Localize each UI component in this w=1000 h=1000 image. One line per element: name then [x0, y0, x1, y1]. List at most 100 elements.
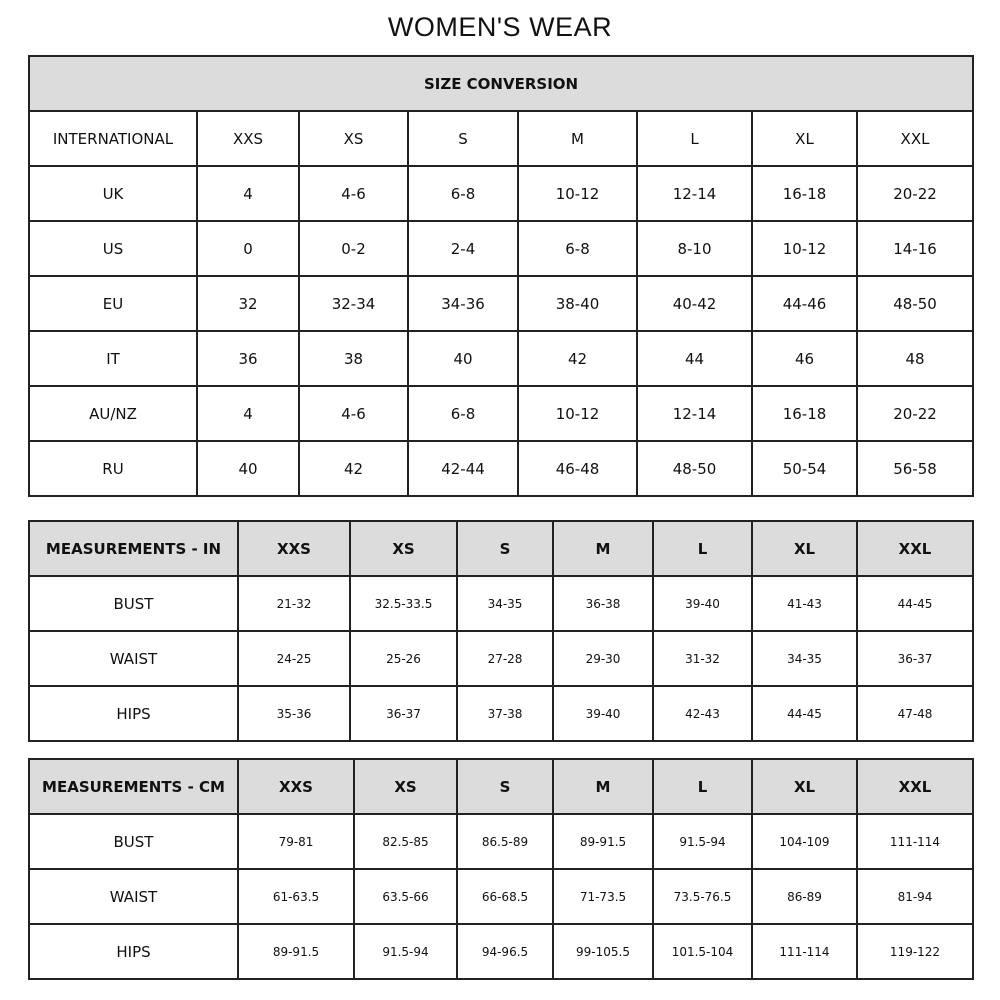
table-cell: 40	[196, 440, 300, 497]
table-cell: 71-73.5	[552, 868, 654, 925]
table-cell: 6-8	[517, 220, 638, 277]
table-cell: 50-54	[751, 440, 858, 497]
column-header: XS	[298, 110, 409, 167]
table-cell: 82.5-85	[353, 813, 458, 870]
column-header: XXL	[855, 110, 975, 167]
table-cell: 39-40	[552, 685, 654, 742]
table-cell: 37-38	[456, 685, 554, 742]
table-cell: 47-48	[856, 685, 974, 742]
column-header: XL	[751, 758, 858, 815]
table-cell: 32	[196, 275, 300, 332]
row-label: WAIST	[28, 868, 239, 925]
table-cell: 34-35	[456, 575, 554, 632]
table-cell: 27-28	[456, 630, 554, 687]
table-cell: 29-30	[552, 630, 654, 687]
column-header: XXS	[237, 520, 351, 577]
table-cell: 12-14	[636, 385, 753, 442]
table-cell: 44-45	[751, 685, 858, 742]
table-cell: 101.5-104	[652, 923, 753, 980]
table-cell: 89-91.5	[237, 923, 355, 980]
table-heading-row: SIZE CONVERSION	[27, 55, 975, 112]
table-row: WAIST 24-25 25-26 27-28 29-30 31-32 34-35 36-37	[28, 630, 974, 687]
column-header: M	[552, 758, 654, 815]
table-row: BUST 21-32 32.5-33.5 34-35 36-38 39-40 41-43 44…	[28, 575, 974, 632]
table-cell: 0	[196, 220, 300, 277]
row-label: RU	[28, 440, 198, 497]
table-cell: 73.5-76.5	[652, 868, 753, 925]
table-header-row: MEASUREMENTS - CM XXS XS S M L XL XXL	[28, 758, 974, 815]
column-header: S	[456, 520, 554, 577]
table-cell: 38-40	[517, 275, 638, 332]
table-cell: 44	[636, 330, 753, 387]
table-header-row: MEASUREMENTS - IN XXS XS S M L XL XXL	[28, 520, 974, 577]
table-cell: 10-12	[751, 220, 858, 277]
table-cell: 39-40	[652, 575, 753, 632]
table-cell: 42	[517, 330, 638, 387]
table-cell: 86-89	[751, 868, 858, 925]
table-cell: 32.5-33.5	[349, 575, 458, 632]
table-row: WAIST 61-63.5 63.5-66 66-68.5 71-73.5 73.5-76…	[28, 868, 974, 925]
table-cell: 16-18	[751, 165, 858, 222]
table-cell: 48	[855, 330, 975, 387]
table-cell: 94-96.5	[456, 923, 554, 980]
column-header: XL	[751, 110, 858, 167]
table-cell: 36	[196, 330, 300, 387]
table-cell: 35-36	[237, 685, 351, 742]
measurements-in-table: MEASUREMENTS - IN XXS XS S M L XL XXL BUST 21-32 3…	[28, 520, 974, 742]
size-conversion-table: SIZE CONVERSION INTERNATIONAL XXS XS S M L XL XX…	[27, 55, 975, 497]
column-header: M	[517, 110, 638, 167]
table-cell: 10-12	[517, 165, 638, 222]
column-header: XS	[349, 520, 458, 577]
column-header: M	[552, 520, 654, 577]
column-header: INTERNATIONAL	[28, 110, 198, 167]
row-label: BUST	[28, 575, 239, 632]
table-cell: 36-37	[349, 685, 458, 742]
column-header: XXL	[856, 758, 974, 815]
table-cell: 44-46	[751, 275, 858, 332]
column-header: MEASUREMENTS - IN	[28, 520, 239, 577]
column-header: XXS	[237, 758, 355, 815]
table-cell: 36-37	[856, 630, 974, 687]
table-cell: 91.5-94	[353, 923, 458, 980]
table-cell: 4	[196, 385, 300, 442]
table-cell: 99-105.5	[552, 923, 654, 980]
table-cell: 89-91.5	[552, 813, 654, 870]
table-cell: 56-58	[855, 440, 975, 497]
table-cell: 111-114	[751, 923, 858, 980]
table-row: HIPS 35-36 36-37 37-38 39-40 42-43 44-45 47-48	[28, 685, 974, 742]
table-cell: 91.5-94	[652, 813, 753, 870]
column-header: XXS	[196, 110, 300, 167]
table-cell: 42-43	[652, 685, 753, 742]
table-heading: SIZE CONVERSION	[27, 55, 975, 112]
table-cell: 6-8	[407, 385, 519, 442]
column-header: MEASUREMENTS - CM	[28, 758, 239, 815]
table-cell: 40	[407, 330, 519, 387]
column-header: L	[652, 758, 753, 815]
table-cell: 104-109	[751, 813, 858, 870]
table-cell: 41-43	[751, 575, 858, 632]
table-row: AU/NZ 4 4-6 6-8 10-12 12-14 16-18 20-22	[28, 385, 975, 442]
table-cell: 4-6	[298, 165, 409, 222]
table-row: BUST 79-81 82.5-85 86.5-89 89-91.5 91.5-94 104…	[28, 813, 974, 870]
table-cell: 0-2	[298, 220, 409, 277]
table-cell: 21-32	[237, 575, 351, 632]
column-header: XXL	[856, 520, 974, 577]
table-cell: 63.5-66	[353, 868, 458, 925]
table-cell: 86.5-89	[456, 813, 554, 870]
table-cell: 4	[196, 165, 300, 222]
table-cell: 119-122	[856, 923, 974, 980]
table-cell: 2-4	[407, 220, 519, 277]
table-cell: 42-44	[407, 440, 519, 497]
table-cell: 31-32	[652, 630, 753, 687]
table-cell: 42	[298, 440, 409, 497]
row-label: BUST	[28, 813, 239, 870]
table-row: IT 36 38 40 42 44 46 48	[28, 330, 975, 387]
row-label: AU/NZ	[28, 385, 198, 442]
table-cell: 46-48	[517, 440, 638, 497]
column-header: S	[407, 110, 519, 167]
table-cell: 12-14	[636, 165, 753, 222]
table-row: UK 4 4-6 6-8 10-12 12-14 16-18 20-22	[28, 165, 975, 222]
table-header-row: INTERNATIONAL XXS XS S M L XL XXL	[28, 110, 975, 167]
table-cell: 25-26	[349, 630, 458, 687]
table-row: HIPS 89-91.5 91.5-94 94-96.5 99-105.5 101.5-1…	[28, 923, 974, 980]
